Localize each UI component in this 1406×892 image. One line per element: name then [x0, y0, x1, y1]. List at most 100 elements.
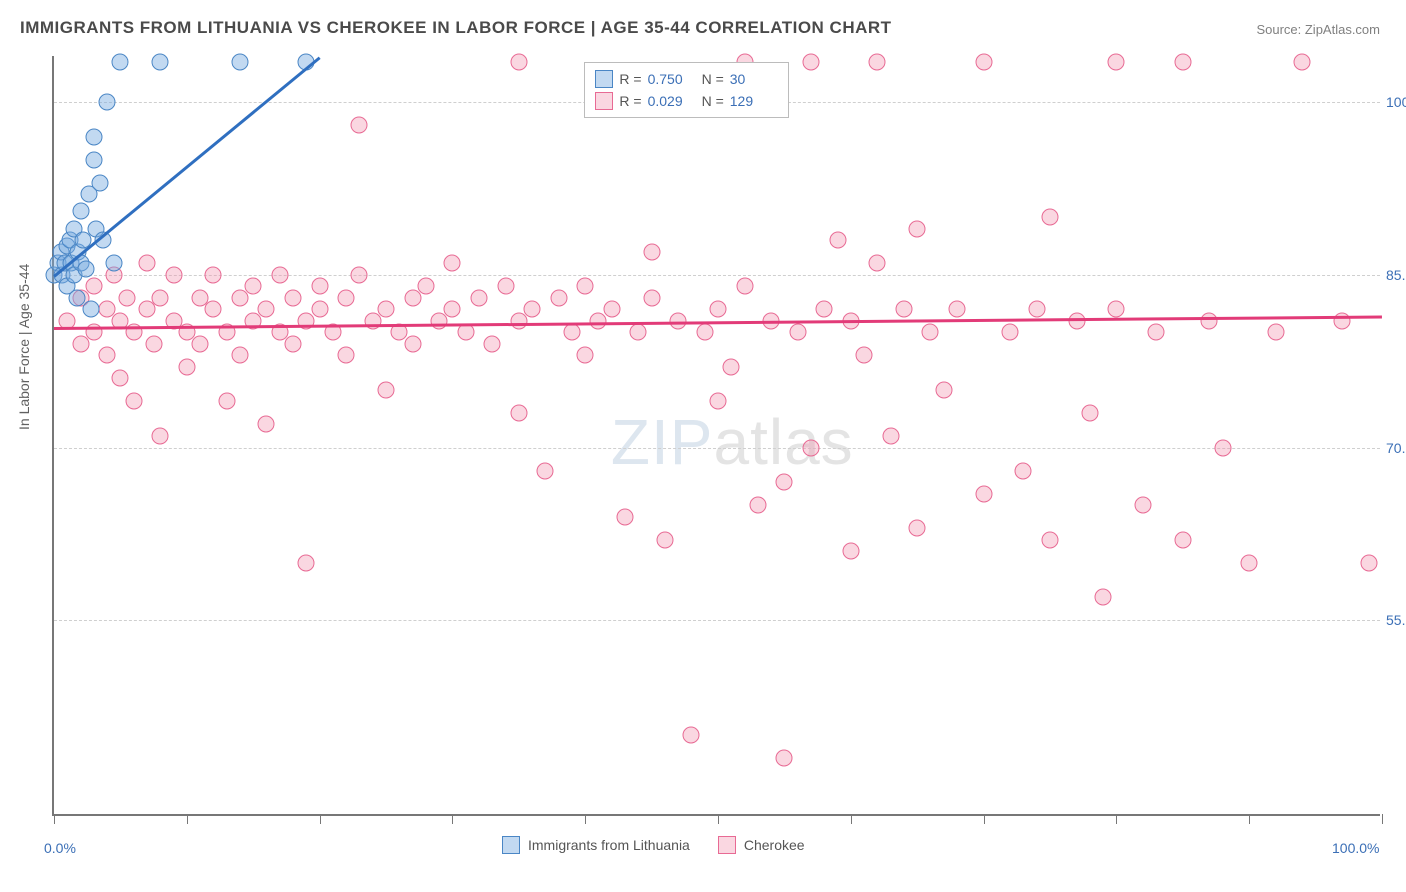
- data-point-cherokee: [723, 358, 740, 375]
- data-point-cherokee: [710, 393, 727, 410]
- data-point-cherokee: [736, 278, 753, 295]
- data-point-cherokee: [1174, 531, 1191, 548]
- legend-n-label: N =: [702, 93, 724, 109]
- data-point-cherokee: [776, 474, 793, 491]
- data-point-cherokee: [710, 301, 727, 318]
- x-tick: [452, 814, 453, 824]
- data-point-cherokee: [378, 381, 395, 398]
- data-point-cherokee: [935, 381, 952, 398]
- x-tick: [851, 814, 852, 824]
- plot-area: ZIPatlas 55.0%70.0%85.0%100.0%R =0.750N …: [52, 56, 1380, 816]
- data-point-cherokee: [696, 324, 713, 341]
- x-tick-label: 100.0%: [1332, 840, 1379, 856]
- data-point-lithuania: [231, 53, 248, 70]
- data-point-lithuania: [92, 174, 109, 191]
- gridline-h: [54, 448, 1380, 449]
- data-point-cherokee: [577, 278, 594, 295]
- data-point-cherokee: [1174, 53, 1191, 70]
- data-point-cherokee: [643, 289, 660, 306]
- data-point-cherokee: [869, 53, 886, 70]
- y-tick-label: 55.0%: [1386, 612, 1406, 628]
- data-point-cherokee: [351, 117, 368, 134]
- data-point-lithuania: [77, 261, 94, 278]
- x-tick: [320, 814, 321, 824]
- x-tick: [1382, 814, 1383, 824]
- data-point-cherokee: [1015, 462, 1032, 479]
- source-value: ZipAtlas.com: [1305, 22, 1380, 37]
- legend-r-label: R =: [619, 71, 641, 87]
- data-point-cherokee: [1095, 589, 1112, 606]
- data-point-cherokee: [1214, 439, 1231, 456]
- data-point-cherokee: [444, 301, 461, 318]
- data-point-cherokee: [178, 358, 195, 375]
- data-point-cherokee: [802, 53, 819, 70]
- data-point-cherokee: [1068, 312, 1085, 329]
- data-point-cherokee: [119, 289, 136, 306]
- x-tick: [1116, 814, 1117, 824]
- data-point-cherokee: [1081, 404, 1098, 421]
- legend-r-label: R =: [619, 93, 641, 109]
- y-tick-label: 70.0%: [1386, 440, 1406, 456]
- legend-series: Immigrants from Lithuania Cherokee: [502, 836, 805, 854]
- data-point-lithuania: [72, 203, 89, 220]
- data-point-cherokee: [895, 301, 912, 318]
- data-point-cherokee: [457, 324, 474, 341]
- data-point-cherokee: [311, 301, 328, 318]
- data-point-cherokee: [789, 324, 806, 341]
- data-point-cherokee: [378, 301, 395, 318]
- data-point-cherokee: [816, 301, 833, 318]
- data-point-cherokee: [776, 750, 793, 767]
- legend-item: Immigrants from Lithuania: [502, 836, 690, 854]
- data-point-cherokee: [218, 393, 235, 410]
- x-tick: [984, 814, 985, 824]
- watermark-thin: atlas: [713, 406, 853, 478]
- data-point-cherokee: [617, 508, 634, 525]
- data-point-cherokee: [258, 416, 275, 433]
- data-point-cherokee: [510, 53, 527, 70]
- data-point-cherokee: [1148, 324, 1165, 341]
- data-point-cherokee: [1294, 53, 1311, 70]
- data-point-cherokee: [909, 220, 926, 237]
- data-point-cherokee: [311, 278, 328, 295]
- data-point-lithuania: [83, 301, 100, 318]
- legend-swatch: [718, 836, 736, 854]
- data-point-cherokee: [1134, 497, 1151, 514]
- x-tick: [54, 814, 55, 824]
- data-point-cherokee: [563, 324, 580, 341]
- data-point-cherokee: [1241, 554, 1258, 571]
- source-prefix: Source:: [1256, 22, 1304, 37]
- data-point-cherokee: [245, 278, 262, 295]
- data-point-cherokee: [656, 531, 673, 548]
- data-point-cherokee: [1042, 531, 1059, 548]
- data-point-lithuania: [85, 128, 102, 145]
- x-tick: [1249, 814, 1250, 824]
- legend-stats: R =0.750N = 30R =0.029N = 129: [584, 62, 788, 118]
- data-point-cherokee: [444, 255, 461, 272]
- data-point-cherokee: [909, 520, 926, 537]
- legend-label: Immigrants from Lithuania: [528, 837, 690, 853]
- legend-stats-row: R =0.750N = 30: [595, 68, 777, 90]
- data-point-cherokee: [145, 335, 162, 352]
- data-point-cherokee: [842, 543, 859, 560]
- gridline-h: [54, 620, 1380, 621]
- legend-n-label: N =: [702, 71, 724, 87]
- legend-n-value: 30: [730, 71, 778, 87]
- data-point-cherokee: [298, 554, 315, 571]
- data-point-cherokee: [683, 727, 700, 744]
- data-point-cherokee: [351, 266, 368, 283]
- legend-stats-row: R = 0.029 N = 129: [595, 90, 777, 112]
- x-tick: [718, 814, 719, 824]
- data-point-cherokee: [125, 393, 142, 410]
- x-tick-label: 0.0%: [44, 840, 76, 856]
- data-point-cherokee: [258, 301, 275, 318]
- data-point-lithuania: [85, 151, 102, 168]
- legend-n-value: 129: [730, 93, 778, 109]
- data-point-cherokee: [550, 289, 567, 306]
- data-point-cherokee: [1201, 312, 1218, 329]
- gridline-h: [54, 275, 1380, 276]
- data-point-cherokee: [524, 301, 541, 318]
- legend-r-value: 0.029: [648, 93, 696, 109]
- source-attribution: Source: ZipAtlas.com: [1256, 22, 1380, 37]
- legend-label: Cherokee: [744, 837, 805, 853]
- data-point-cherokee: [882, 428, 899, 445]
